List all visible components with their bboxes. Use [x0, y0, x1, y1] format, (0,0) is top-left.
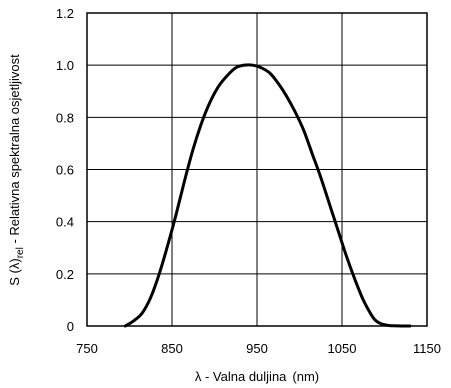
y-tick-label: 1.0: [56, 58, 74, 73]
y-tick-label: 0.4: [56, 215, 74, 230]
y-tick-label: 0.6: [56, 163, 74, 178]
x-tick-label: 1050: [328, 341, 357, 356]
y-tick-label: 0.8: [56, 110, 74, 125]
x-tick-labels: 750 850 950 1050 1150: [76, 341, 441, 356]
y-tick-label: 1.2: [56, 6, 74, 21]
x-tick-label: 950: [246, 341, 268, 356]
x-tick-label: 750: [76, 341, 98, 356]
grid: [87, 13, 427, 326]
x-tick-label: 1150: [413, 341, 441, 356]
y-tick-labels: 0 0.2 0.4 0.6 0.8 1.0 1.2: [56, 6, 74, 334]
y-tick-label: 0: [67, 319, 74, 334]
y-axis-label: S (λ)rel - Relativna spektralna osjetlji…: [7, 54, 26, 286]
x-axis-label: λ - Valna duljina (nm): [195, 369, 319, 384]
x-tick-label: 850: [161, 341, 183, 356]
plot-frame: [86, 12, 428, 327]
y-tick-label: 0.2: [56, 267, 74, 282]
sensitivity-curve: [123, 63, 412, 328]
